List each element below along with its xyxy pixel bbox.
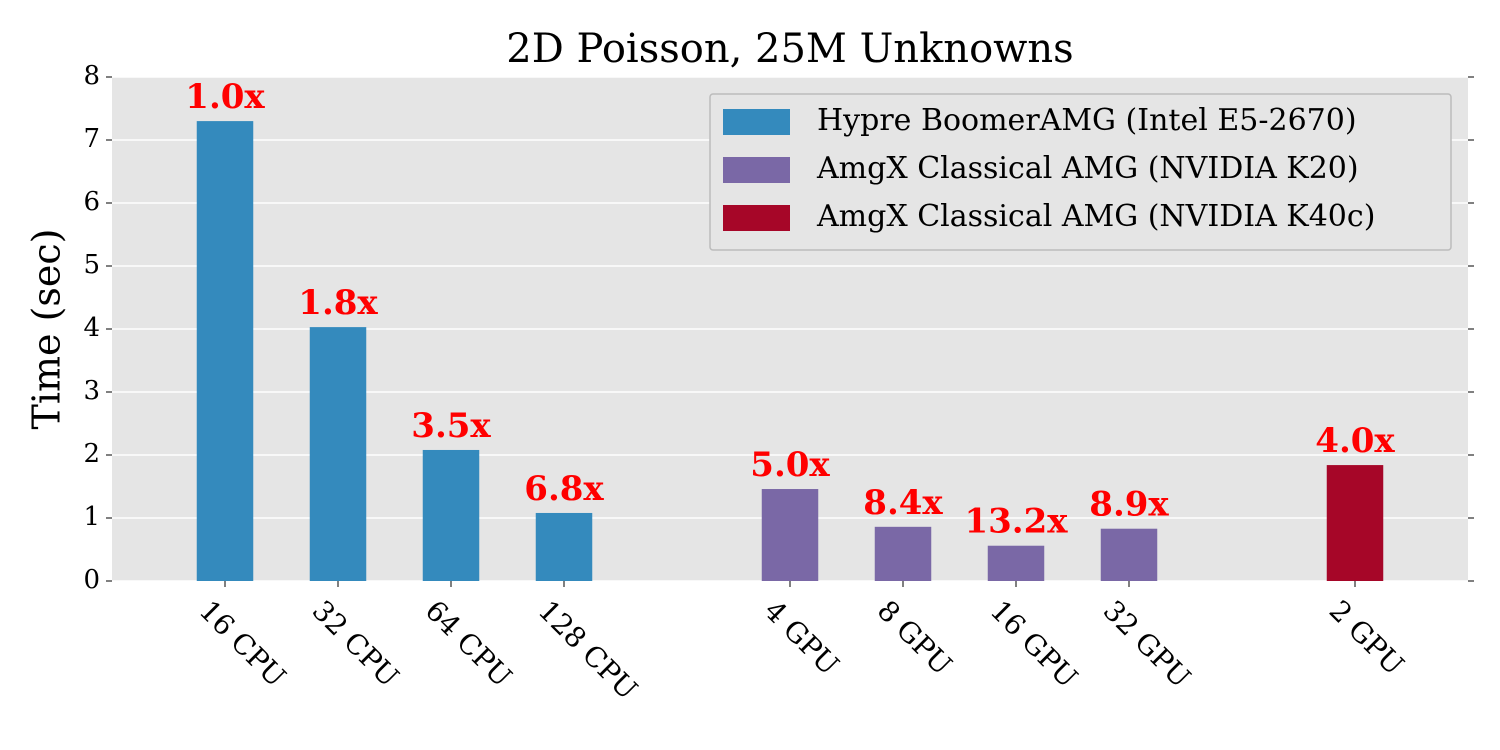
data-label: 1.0x xyxy=(185,77,265,117)
x-tick-label: 8 GPU xyxy=(871,594,959,682)
data-label: 13.2x xyxy=(964,502,1068,542)
bar xyxy=(1326,465,1384,581)
legend-swatch xyxy=(723,157,790,183)
data-label: 4.0x xyxy=(1315,421,1395,461)
legend-box xyxy=(709,93,1452,251)
legend-label: AmgX Classical AMG (NVIDIA K20) xyxy=(816,151,1359,186)
legend-label: AmgX Classical AMG (NVIDIA K40c) xyxy=(816,199,1375,234)
data-label: 5.0x xyxy=(750,445,830,485)
data-label: 8.9x xyxy=(1089,485,1169,525)
legend-swatch xyxy=(723,109,790,135)
bar xyxy=(1100,528,1158,581)
x-tick-label: 4 GPU xyxy=(758,594,846,682)
legend-swatch xyxy=(723,205,790,231)
x-tick-label: 64 CPU xyxy=(419,594,519,694)
x-tick-label: 32 GPU xyxy=(1097,594,1197,694)
bar xyxy=(309,327,367,581)
x-tick-label: 2 GPU xyxy=(1323,594,1411,682)
x-tick-label: 16 CPU xyxy=(193,594,293,694)
chart-title: 2D Poisson, 25M Unknowns xyxy=(506,26,1073,72)
bar xyxy=(535,512,593,581)
y-tick-label: 4 xyxy=(83,313,100,343)
y-tick-label: 0 xyxy=(83,565,100,595)
bar xyxy=(196,121,254,581)
data-label: 1.8x xyxy=(298,283,378,323)
y-tick-label: 2 xyxy=(83,439,100,469)
y-tick-label: 1 xyxy=(83,502,100,532)
data-label: 3.5x xyxy=(411,406,491,446)
bar xyxy=(987,545,1045,581)
y-tick-label: 5 xyxy=(83,250,100,280)
bar xyxy=(422,449,480,581)
y-tick-label: 8 xyxy=(83,61,100,91)
legend-label: Hypre BoomerAMG (Intel E5-2670) xyxy=(817,103,1357,138)
bar xyxy=(874,526,932,581)
y-axis-label: Time (sec) xyxy=(25,228,69,429)
x-tick-label: 16 GPU xyxy=(984,594,1084,694)
y-tick-label: 7 xyxy=(83,124,100,154)
y-tick-label: 6 xyxy=(83,187,100,217)
data-label: 8.4x xyxy=(863,483,943,523)
bar xyxy=(761,489,819,581)
x-tick-label: 32 CPU xyxy=(306,594,406,694)
x-tick-label: 128 CPU xyxy=(532,594,644,706)
data-label: 6.8x xyxy=(524,469,604,509)
y-tick-label: 3 xyxy=(83,376,100,406)
